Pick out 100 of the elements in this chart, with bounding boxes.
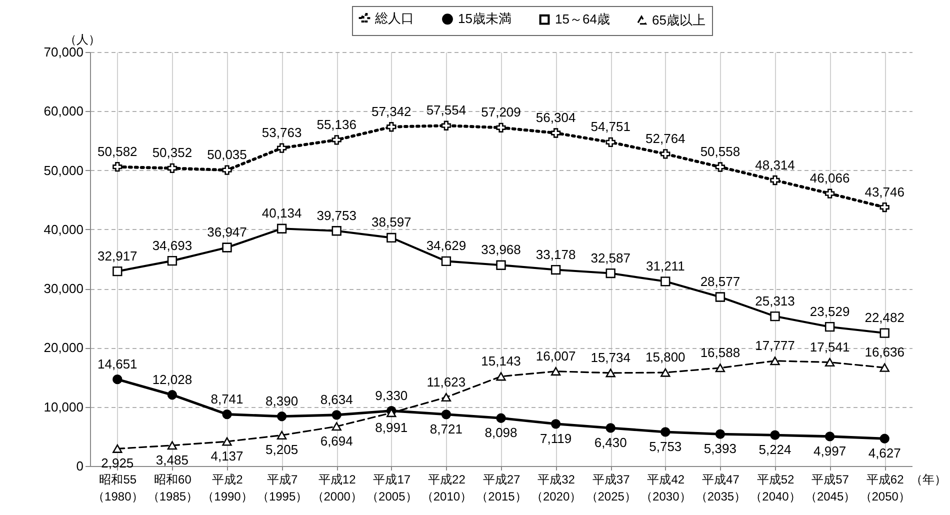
data-label: 8,991 xyxy=(375,420,408,435)
data-label: 9,330 xyxy=(375,388,408,403)
y-tick-label: 10,000 xyxy=(44,399,84,414)
point xyxy=(715,162,726,172)
data-label: 33,968 xyxy=(481,242,521,258)
point xyxy=(276,430,287,440)
point xyxy=(824,188,835,198)
point xyxy=(276,224,287,234)
data-label: 56,304 xyxy=(536,110,576,125)
legend-label: 15歳未満 xyxy=(458,11,512,26)
data-label: 38,597 xyxy=(372,214,412,230)
point xyxy=(550,367,561,376)
data-label: 15,143 xyxy=(481,353,521,368)
point xyxy=(550,264,561,275)
data-label: 50,558 xyxy=(700,144,740,159)
x-axis-title: （年） xyxy=(910,472,946,486)
data-label: 31,211 xyxy=(646,258,685,274)
x-tick-label: 平成62 （2050） xyxy=(860,472,910,504)
data-label: 40,134 xyxy=(262,206,302,221)
y-tick-label: 50,000 xyxy=(44,162,84,178)
data-label: 8,390 xyxy=(266,393,298,408)
x-tick-label: 昭和60 （1985） xyxy=(147,472,198,504)
data-label: 23,529 xyxy=(810,304,850,319)
x-tick-label: 昭和55 （1980） xyxy=(92,472,144,504)
point xyxy=(112,374,122,384)
point xyxy=(496,372,506,381)
point xyxy=(606,423,616,433)
data-label: 34,629 xyxy=(426,238,466,254)
point xyxy=(441,410,452,420)
data-label: 5,224 xyxy=(758,442,792,458)
data-label: 43,746 xyxy=(864,184,904,200)
x-tick-label: 平成52 （2040） xyxy=(750,472,801,504)
data-label: 16,007 xyxy=(536,348,576,364)
point xyxy=(770,356,780,366)
point xyxy=(112,444,122,453)
point xyxy=(496,413,506,423)
data-label: 32,917 xyxy=(98,248,138,264)
point xyxy=(167,390,178,400)
point xyxy=(222,409,232,420)
data-label: 50,352 xyxy=(152,145,192,160)
point xyxy=(550,128,561,138)
data-label: 3,485 xyxy=(156,452,188,468)
data-label: 6,430 xyxy=(594,434,627,450)
point xyxy=(222,165,232,175)
point xyxy=(222,242,232,252)
y-tick-label: 20,000 xyxy=(44,340,84,356)
point xyxy=(386,122,396,132)
data-label: 46,066 xyxy=(810,170,850,186)
data-label: 8,721 xyxy=(430,421,462,436)
x-tick-label: 平成47 （2035） xyxy=(695,472,746,504)
point xyxy=(606,268,616,278)
point xyxy=(112,162,122,172)
data-label: 6,694 xyxy=(320,433,353,448)
point xyxy=(715,429,726,439)
data-label: 11,623 xyxy=(426,374,466,390)
point xyxy=(880,434,890,444)
data-label: 12,028 xyxy=(152,372,192,387)
point xyxy=(276,143,287,153)
data-label: 25,313 xyxy=(755,293,795,308)
data-label: 16,588 xyxy=(700,344,740,360)
data-label: 53,763 xyxy=(262,125,302,140)
data-label: 48,314 xyxy=(755,157,795,172)
point xyxy=(660,276,670,286)
point xyxy=(167,163,178,174)
data-label: 15,734 xyxy=(590,350,630,365)
point xyxy=(880,328,890,338)
point xyxy=(332,226,342,236)
data-label: 52,764 xyxy=(646,130,686,146)
y-tick-label: 30,000 xyxy=(44,281,84,296)
point xyxy=(496,260,506,270)
point xyxy=(112,266,122,276)
point xyxy=(660,368,670,377)
x-tick-label: 平成42 （2030） xyxy=(640,472,692,504)
data-label: 4,627 xyxy=(868,446,901,461)
x-tick-label: 平成2 （1990） xyxy=(202,472,253,504)
y-tick-label: 70,000 xyxy=(44,44,84,60)
point xyxy=(167,441,178,450)
point xyxy=(276,412,287,422)
data-label: 8,098 xyxy=(484,425,518,440)
y-tick-label: 60,000 xyxy=(44,104,84,119)
legend-label: 15～64歳 xyxy=(555,12,610,27)
y-axis-title: （人） xyxy=(64,32,100,46)
data-label: 17,777 xyxy=(755,338,795,353)
x-tick-label: 平成7 （1995） xyxy=(256,472,308,504)
point xyxy=(386,232,396,243)
point xyxy=(441,120,452,130)
data-label: 33,178 xyxy=(536,246,576,262)
data-label: 4,997 xyxy=(814,443,846,458)
data-label: 57,554 xyxy=(426,102,466,118)
point xyxy=(332,410,342,420)
point xyxy=(660,149,670,159)
data-label: 50,582 xyxy=(98,144,138,159)
point xyxy=(715,292,726,302)
data-label: 57,342 xyxy=(372,104,412,119)
point xyxy=(880,202,890,212)
x-tick-label: 平成57 （2045） xyxy=(804,472,856,504)
x-tick-label: 平成12 （2000） xyxy=(312,472,362,504)
y-tick-label: 0 xyxy=(76,458,84,474)
legend-label: 65歳以上 xyxy=(652,12,706,28)
data-label: 5,393 xyxy=(704,441,736,456)
